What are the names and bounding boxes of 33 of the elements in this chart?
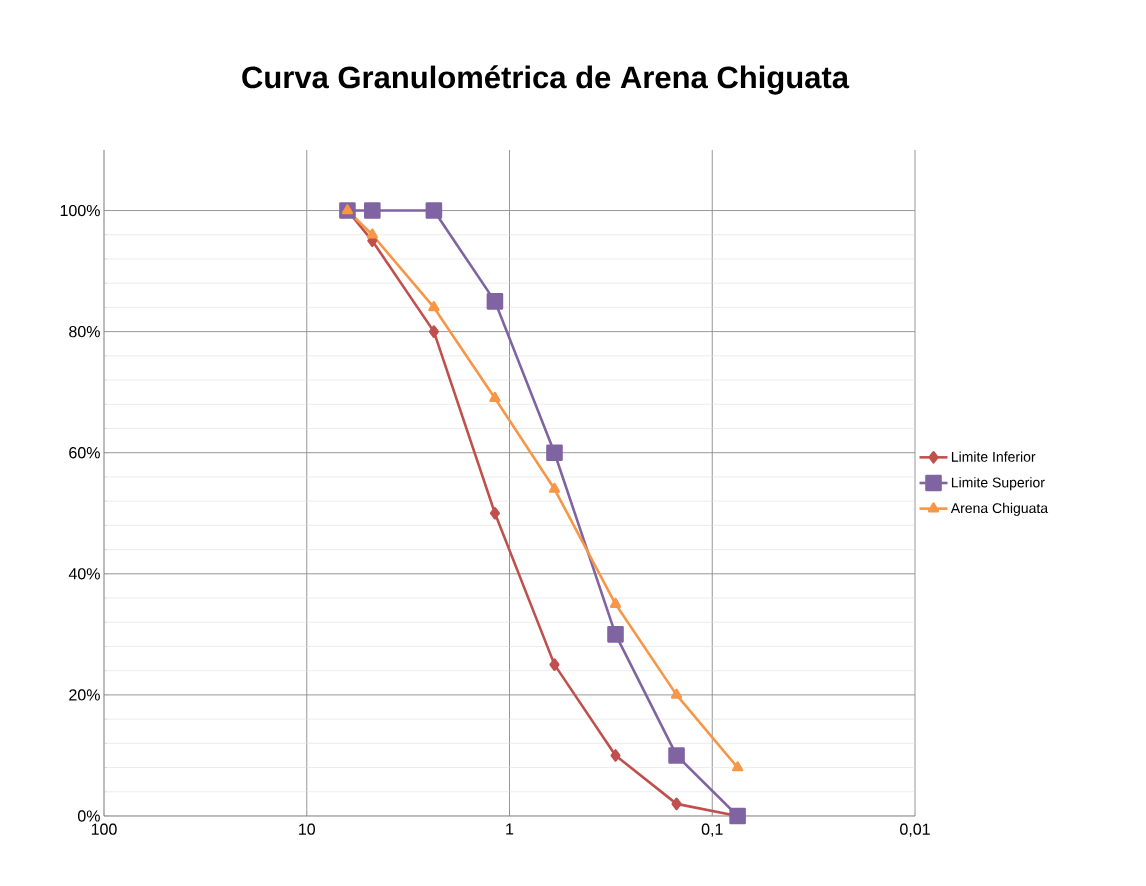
point <box>731 761 744 772</box>
point <box>428 301 440 312</box>
point <box>425 202 443 219</box>
chart-title: Curva Granulométrica de Arena Chiguata <box>242 65 850 95</box>
point <box>364 202 381 219</box>
x-tick-label: 0,01 <box>900 823 930 837</box>
y-tick-label: 100% <box>60 204 100 217</box>
y-tick-label: 0% <box>77 810 100 822</box>
legend-label: Limite Superior <box>951 477 1045 491</box>
point <box>668 747 685 764</box>
legend-label: Arena Chiguata <box>950 502 1049 516</box>
point <box>489 506 500 520</box>
point <box>486 293 504 310</box>
point <box>489 391 501 403</box>
legend-label: Limite Inferior <box>951 451 1036 462</box>
y-tick-label: 60% <box>69 447 100 459</box>
point <box>609 597 622 608</box>
point <box>546 444 563 462</box>
point <box>670 688 683 699</box>
point <box>549 658 560 671</box>
y-tick-label: 40% <box>68 568 100 580</box>
point <box>610 749 621 762</box>
x-tick-label: 100 <box>91 823 117 835</box>
point <box>548 482 561 493</box>
point <box>671 797 682 811</box>
x-tick-label: 10 <box>299 823 316 835</box>
x-tick-label: 0,1 <box>701 823 723 837</box>
y-tick-label: 80% <box>69 325 100 338</box>
y-tick-label: 20% <box>69 689 100 701</box>
point <box>607 626 624 643</box>
point <box>428 325 439 338</box>
point <box>366 228 378 239</box>
x-tick-label: 1 <box>506 823 514 835</box>
